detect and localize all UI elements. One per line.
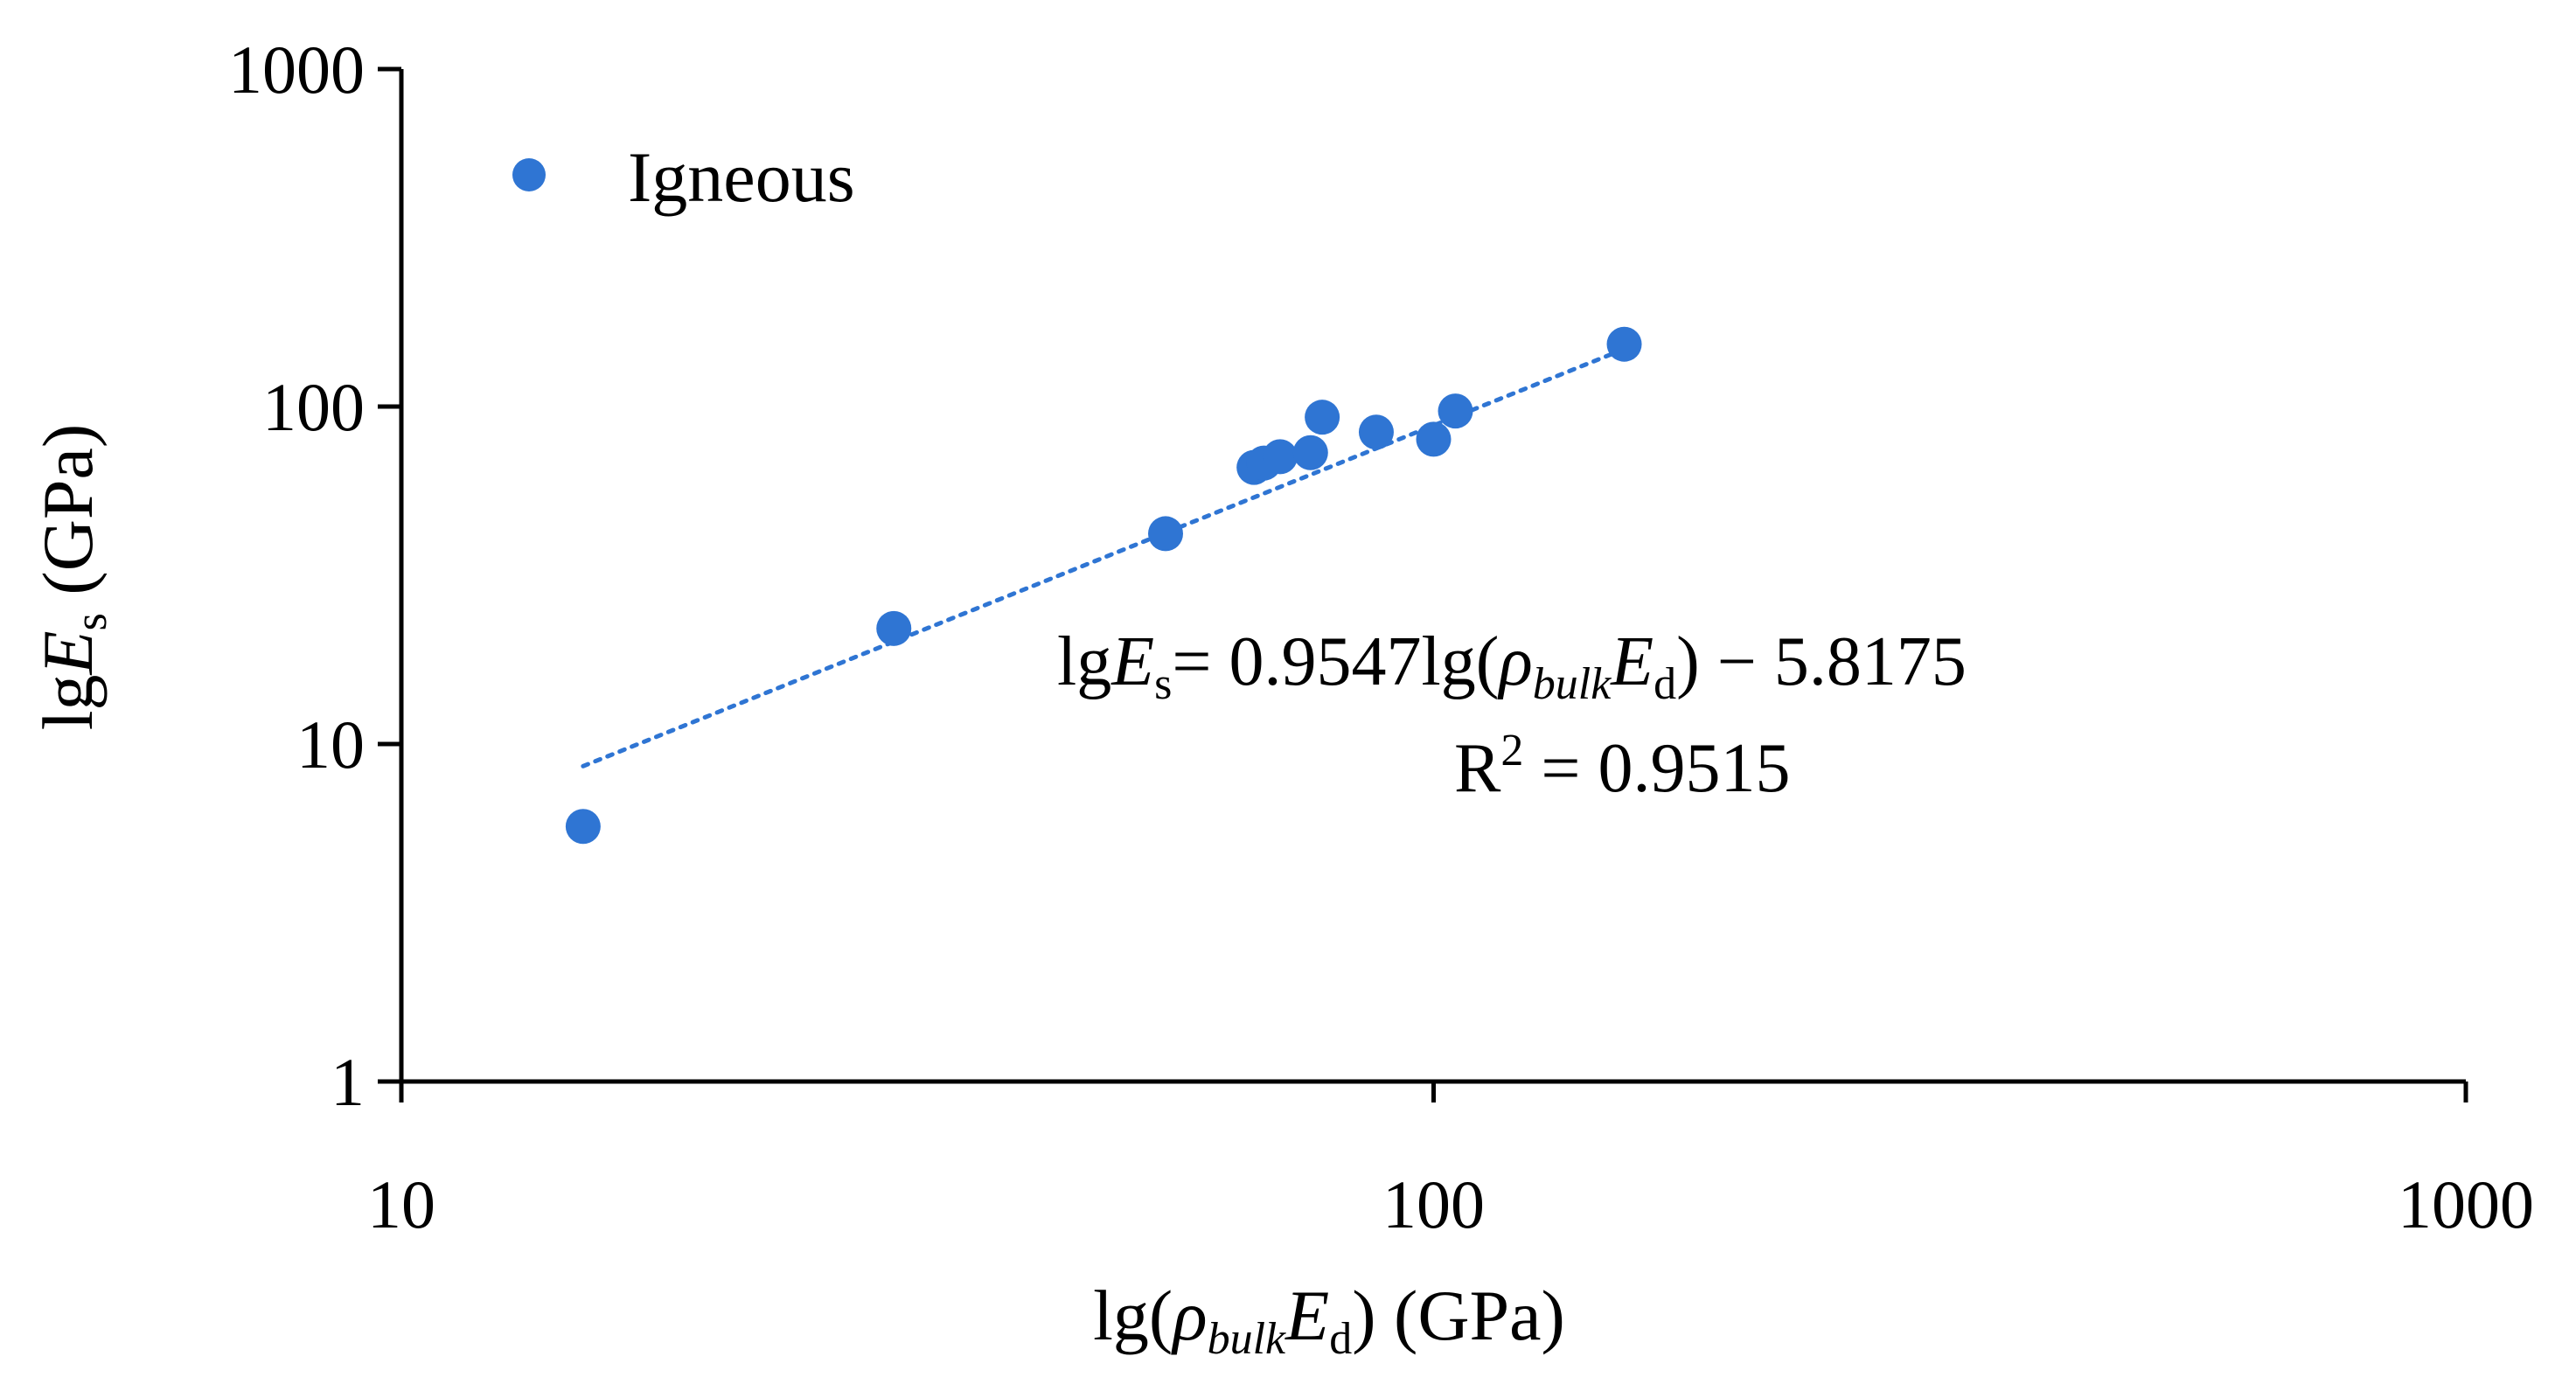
regression-equation: lgEs= 0.9547lg(ρbulkEd) − 5.8175: [1057, 623, 1967, 709]
y-tick-label: 100: [262, 369, 365, 445]
y-title-suffix: (GPa): [28, 424, 108, 613]
x-axis-title: lg(ρbulkEd) (GPa): [1093, 1276, 1565, 1364]
data-point: [1606, 326, 1642, 362]
x-title-bulk: bulk: [1208, 1314, 1286, 1364]
data-point: [1147, 516, 1183, 552]
y-title-s: s: [66, 613, 116, 630]
data-point: [1305, 400, 1340, 435]
data-point: [1358, 414, 1394, 450]
data-point: [1262, 439, 1298, 475]
eq-tail: ) − 5.8175: [1676, 623, 1967, 700]
legend-marker: [512, 158, 546, 191]
y-tick-label: 10: [296, 706, 365, 782]
eq-E2: E: [1610, 623, 1654, 700]
eq-lg: lg: [1057, 623, 1111, 700]
eq-E: E: [1110, 623, 1154, 700]
data-point: [565, 809, 601, 845]
legend-label: Igneous: [628, 137, 855, 217]
data-point: [1292, 435, 1328, 470]
x-title-prefix: lg(: [1093, 1276, 1173, 1355]
eq-coef: = 0.9547lg(: [1172, 623, 1499, 700]
y-axis-title: lgEs (GPa): [28, 424, 116, 730]
x-title-d: d: [1329, 1314, 1352, 1364]
x-tick-label: 1000: [2398, 1166, 2534, 1242]
y-title-E: E: [28, 630, 108, 675]
eq-s-sub: s: [1154, 659, 1172, 709]
data-point: [1416, 421, 1452, 457]
points-layer: [565, 326, 1642, 845]
data-point: [876, 610, 912, 646]
r-exp: 2: [1500, 726, 1523, 776]
r-letter: R: [1454, 730, 1501, 807]
x-title-suffix: ) (GPa): [1352, 1276, 1565, 1355]
y-tick-label: 1000: [228, 31, 365, 108]
x-title-E: E: [1285, 1276, 1329, 1355]
eq-rho: ρ: [1496, 623, 1532, 700]
r-squared: R2 = 0.9515: [1454, 726, 1790, 807]
data-point: [1438, 393, 1473, 429]
y-tick-label: 1: [331, 1044, 365, 1120]
x-tick-label: 10: [367, 1166, 435, 1242]
x-title-rho: ρ: [1170, 1276, 1207, 1355]
r-value: = 0.9515: [1523, 730, 1790, 807]
eq-d-sub: d: [1654, 659, 1676, 709]
x-tick-label: 100: [1382, 1166, 1485, 1242]
eq-bulk-sub: bulk: [1533, 659, 1612, 709]
y-title-prefix: lg: [28, 674, 108, 730]
